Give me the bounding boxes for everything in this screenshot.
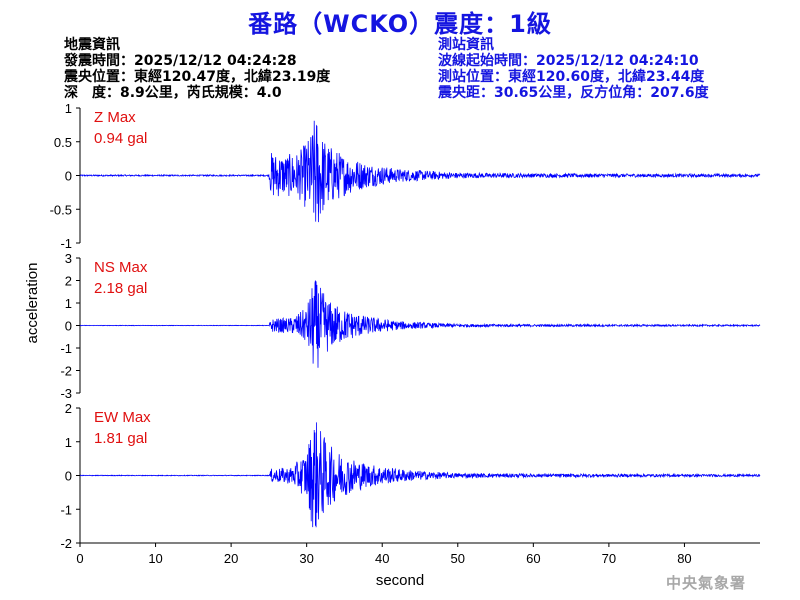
x-tick-label: 40 [375,551,389,566]
max-value-Z: 0.94 gal [94,130,147,147]
y-axis-label: acceleration [24,263,41,344]
y-tick-label-EW: -1 [60,502,72,517]
max-title-EW: EW Max [94,409,151,426]
waveform-trace-NS [79,280,761,368]
depth-magnitude: 深 度：8.9公里，芮氏規模：4.0 [64,85,282,101]
max-title-NS: NS Max [94,259,148,276]
station-location: 測站位置：東經120.60度，北緯23.44度 [438,69,705,85]
chart-title: 番路（WCKO）震度：1級 [248,10,552,38]
station-info-heading: 測站資訊 [438,37,494,53]
x-tick-label: 70 [602,551,616,566]
x-tick-label: 30 [299,551,313,566]
waveform-trace-EW [79,422,761,528]
x-axis-label: second [376,572,424,589]
x-tick-label: 80 [677,551,691,566]
waveform-trace-Z [79,120,761,223]
earthquake-info: 地震資訊 發震時間：2025/12/12 04:24:28 震央位置：東經120… [64,37,330,101]
max-value-EW: 1.81 gal [94,430,147,447]
y-tick-label-NS: 1 [65,296,72,311]
epicentral-distance: 震央距：30.65公里，反方位角：207.6度 [438,85,709,101]
x-tick-label: 10 [148,551,162,566]
epicenter-location: 震央位置：東經120.47度，北緯23.19度 [64,69,331,85]
y-tick-label-Z: 0.5 [54,135,72,150]
y-tick-label-NS: -3 [60,386,72,401]
station-info: 測站資訊 波線起始時間：2025/12/12 04:24:10 測站位置：東經1… [438,37,709,101]
y-tick-label-EW: 0 [65,469,72,484]
y-tick-label-NS: 3 [65,251,72,266]
y-tick-label-NS: -2 [60,364,72,379]
y-tick-label-Z: -0.5 [50,202,72,217]
x-tick-label: 60 [526,551,540,566]
y-tick-label-NS: 0 [65,319,72,334]
y-tick-label-NS: 2 [65,274,72,289]
y-tick-label-NS: -1 [60,341,72,356]
y-tick-label-Z: 0 [65,169,72,184]
max-title-Z: Z Max [94,109,136,126]
quake-info-heading: 地震資訊 [64,37,120,53]
y-tick-label-EW: -2 [60,536,72,551]
y-tick-label-EW: 2 [65,401,72,416]
agency-logo-text: 中央氣象署 [665,574,746,592]
y-tick-label-Z: 1 [65,101,72,116]
max-value-NS: 2.18 gal [94,280,147,297]
wave-start-time: 波線起始時間：2025/12/12 04:24:10 [438,53,699,69]
origin-time: 發震時間：2025/12/12 04:24:28 [64,53,297,69]
y-tick-label-Z: -1 [60,236,72,251]
x-tick-label: 50 [451,551,465,566]
x-tick-label: 0 [76,551,83,566]
x-tick-label: 20 [224,551,238,566]
y-tick-label-EW: 1 [65,435,72,450]
